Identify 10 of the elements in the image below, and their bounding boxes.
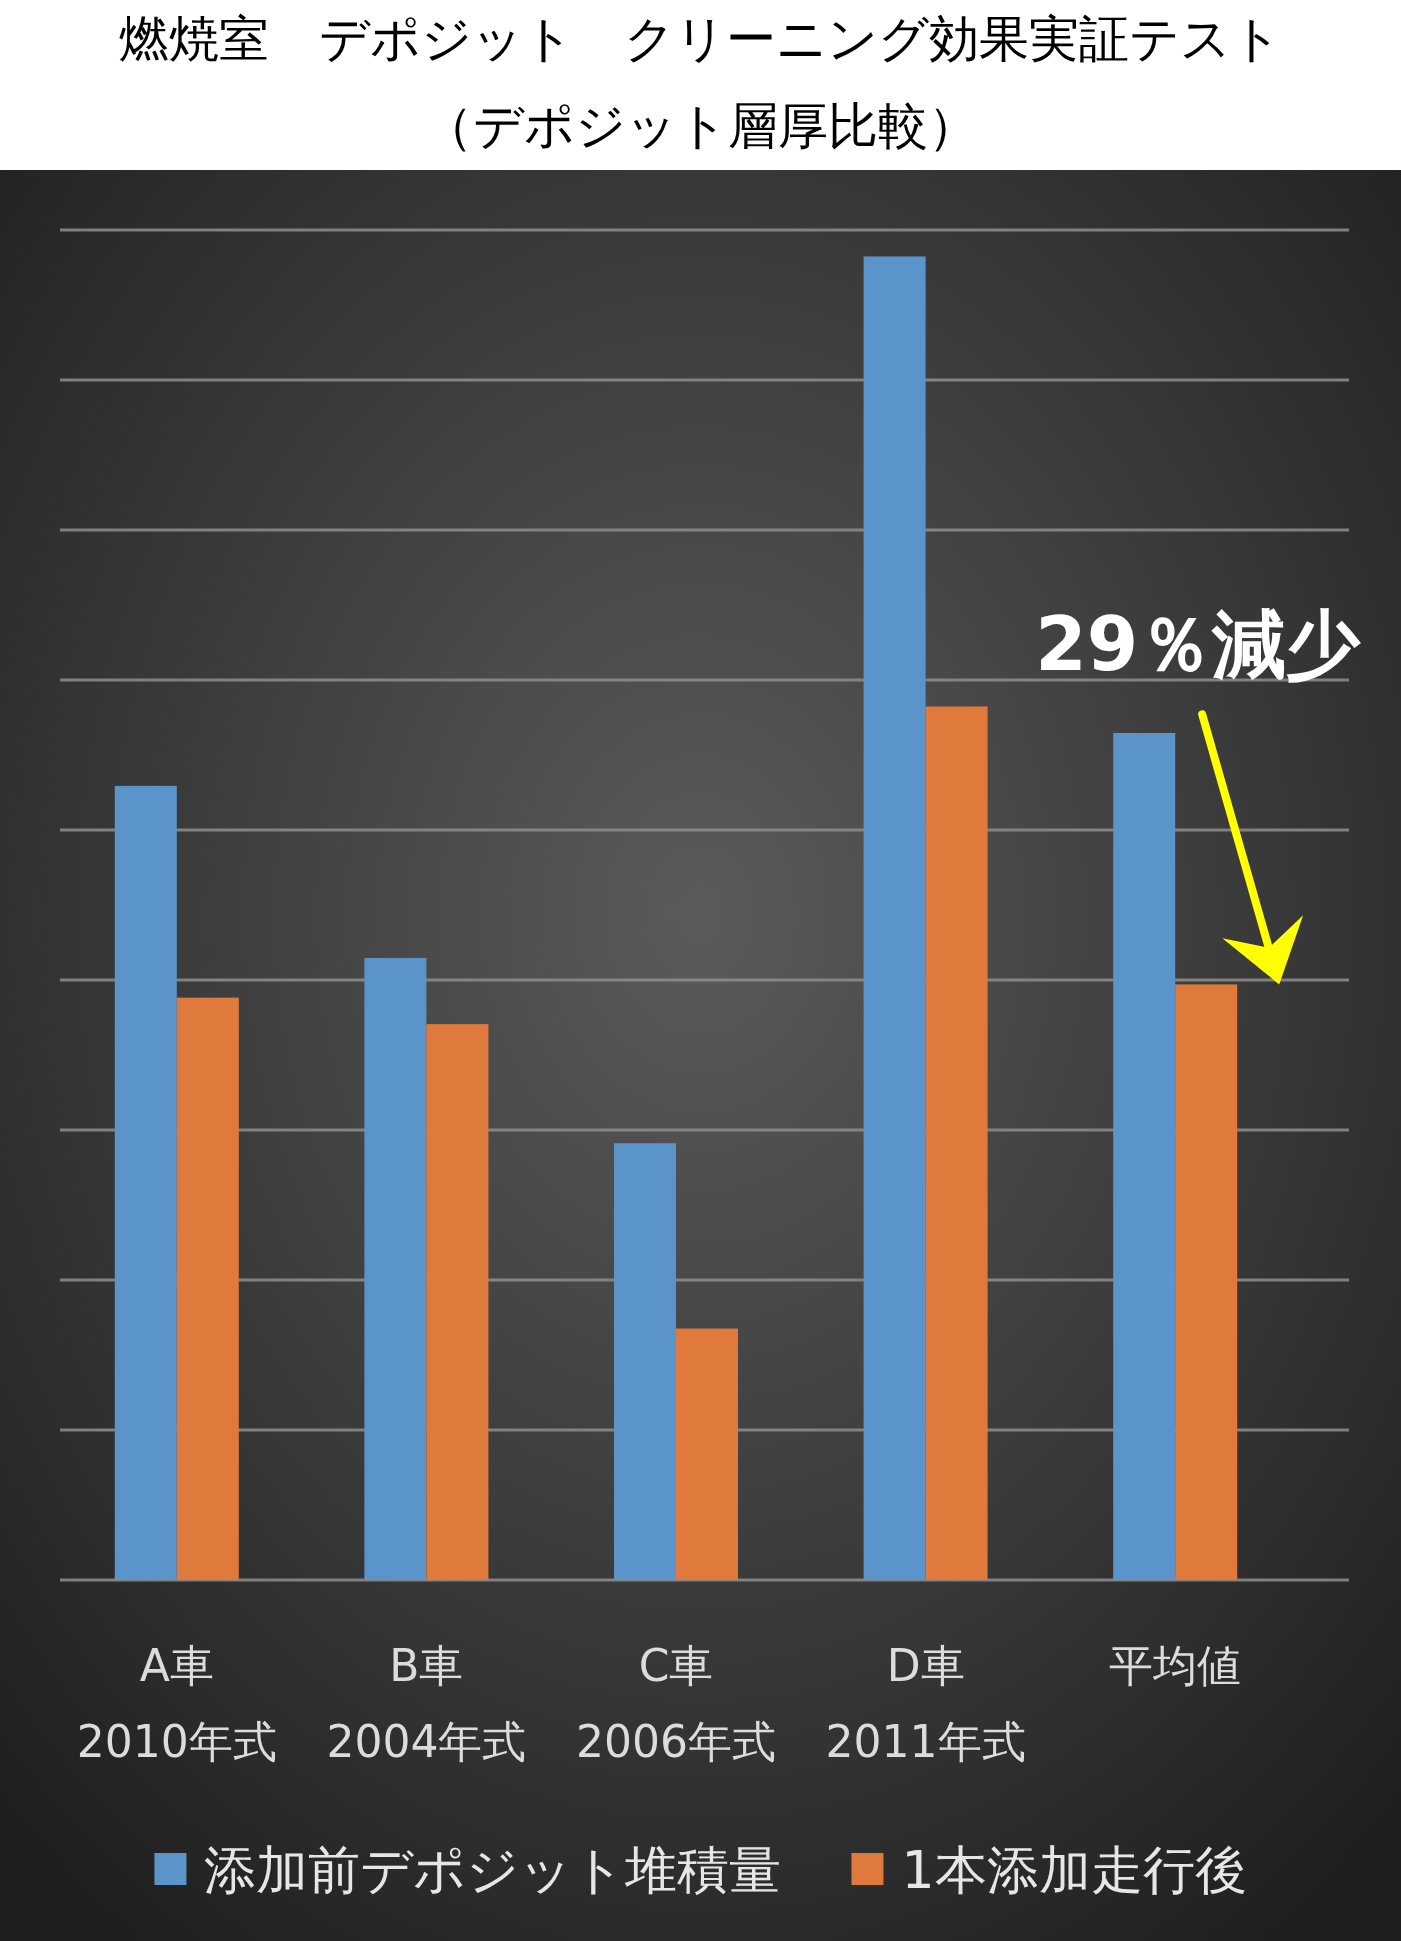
x-tick-label: B車 2004年式: [326, 1640, 527, 1767]
annotation: 29％減少: [1035, 601, 1361, 688]
title: 燃焼室 デポジット クリーニング効果実証テスト: [119, 10, 1282, 68]
x-tick-label: D車 2011年式: [825, 1640, 1026, 1767]
x-tick-label: C車 2006年式: [576, 1640, 776, 1767]
subtitle: （デポジット層厚比較）: [423, 97, 978, 155]
legend-label: 添加前デポジット堆積量: [204, 1840, 782, 1900]
x-tick-label: A車 2010年式: [76, 1640, 277, 1767]
x-tick-label: 平均値: [1109, 1640, 1242, 1691]
legend-label: 1本添加走行後: [901, 1840, 1247, 1900]
